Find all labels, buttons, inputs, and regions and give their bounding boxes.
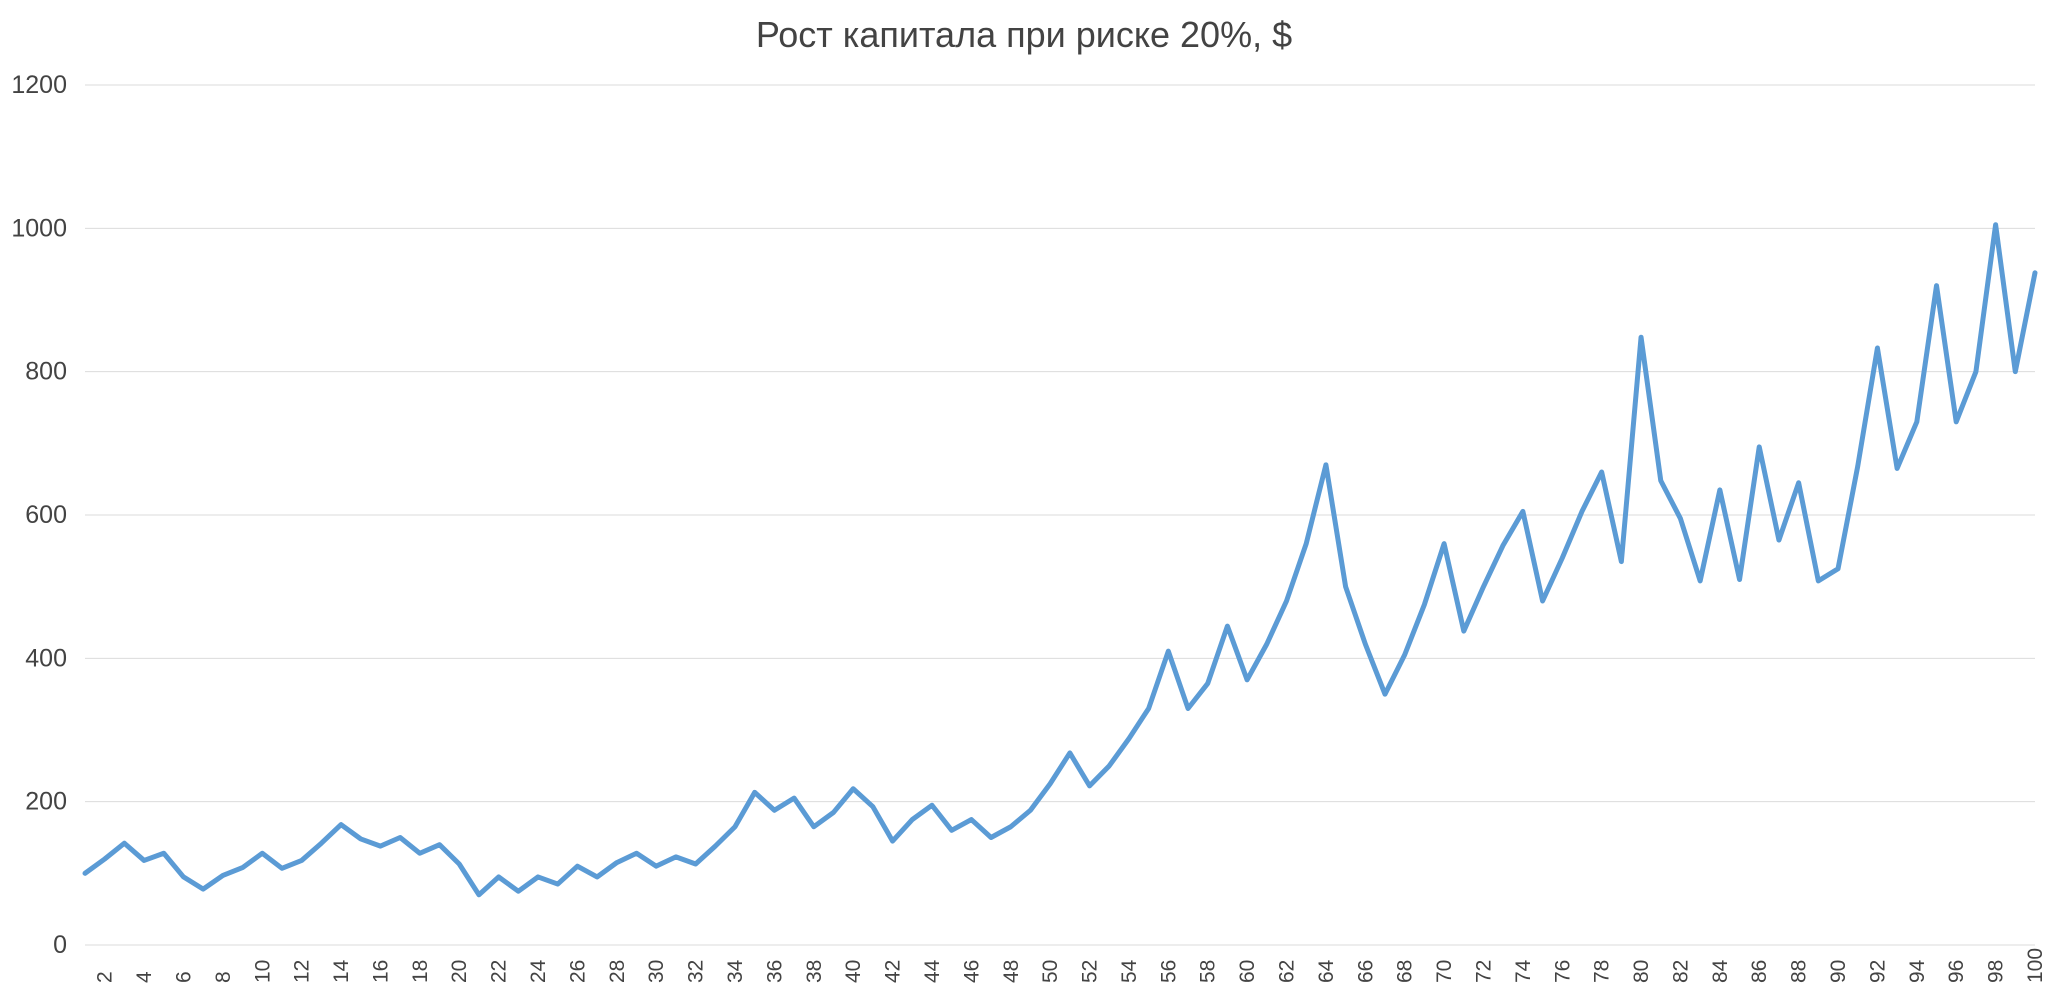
svg-text:6: 6 <box>172 971 195 983</box>
svg-text:58: 58 <box>1197 960 1220 983</box>
svg-text:42: 42 <box>882 960 905 983</box>
svg-text:38: 38 <box>803 960 826 983</box>
svg-text:32: 32 <box>685 960 708 983</box>
svg-text:40: 40 <box>842 960 865 983</box>
svg-text:50: 50 <box>1039 960 1062 983</box>
svg-text:54: 54 <box>1118 959 1141 983</box>
svg-text:30: 30 <box>645 960 668 983</box>
svg-text:1000: 1000 <box>11 214 67 242</box>
svg-text:1200: 1200 <box>11 71 67 99</box>
svg-text:100: 100 <box>2024 948 2047 983</box>
svg-text:62: 62 <box>1276 960 1299 983</box>
svg-text:18: 18 <box>409 960 432 983</box>
svg-text:60: 60 <box>1236 960 1259 983</box>
svg-text:52: 52 <box>1079 960 1102 983</box>
svg-text:82: 82 <box>1669 960 1692 983</box>
svg-text:86: 86 <box>1748 960 1771 983</box>
svg-text:56: 56 <box>1157 960 1180 983</box>
svg-text:600: 600 <box>25 501 67 529</box>
svg-text:66: 66 <box>1354 960 1377 983</box>
svg-text:74: 74 <box>1512 959 1535 983</box>
svg-text:44: 44 <box>921 959 944 983</box>
svg-text:4: 4 <box>133 971 156 983</box>
svg-text:8: 8 <box>212 971 235 983</box>
svg-text:20: 20 <box>448 960 471 983</box>
svg-text:72: 72 <box>1472 960 1495 983</box>
svg-text:80: 80 <box>1630 960 1653 983</box>
svg-text:200: 200 <box>25 788 67 816</box>
svg-text:92: 92 <box>1866 960 1889 983</box>
svg-text:400: 400 <box>25 644 67 672</box>
svg-text:10: 10 <box>251 960 274 983</box>
svg-text:12: 12 <box>291 960 314 983</box>
svg-text:68: 68 <box>1394 960 1417 983</box>
svg-text:34: 34 <box>724 959 747 983</box>
svg-text:2: 2 <box>94 971 117 983</box>
svg-text:90: 90 <box>1827 960 1850 983</box>
svg-text:14: 14 <box>330 959 353 983</box>
svg-text:98: 98 <box>1985 960 2008 983</box>
svg-text:26: 26 <box>566 960 589 983</box>
svg-text:64: 64 <box>1315 959 1338 983</box>
svg-text:800: 800 <box>25 358 67 386</box>
svg-text:28: 28 <box>606 960 629 983</box>
svg-text:76: 76 <box>1551 960 1574 983</box>
svg-text:36: 36 <box>763 960 786 983</box>
svg-text:46: 46 <box>960 960 983 983</box>
svg-text:88: 88 <box>1788 960 1811 983</box>
svg-text:94: 94 <box>1906 959 1929 983</box>
svg-text:96: 96 <box>1945 960 1968 983</box>
svg-text:84: 84 <box>1709 959 1732 983</box>
svg-text:24: 24 <box>527 959 550 983</box>
svg-text:48: 48 <box>1000 960 1023 983</box>
svg-text:16: 16 <box>369 960 392 983</box>
svg-text:70: 70 <box>1433 960 1456 983</box>
svg-text:0: 0 <box>53 931 67 959</box>
svg-text:22: 22 <box>488 960 511 983</box>
svg-text:78: 78 <box>1591 960 1614 983</box>
